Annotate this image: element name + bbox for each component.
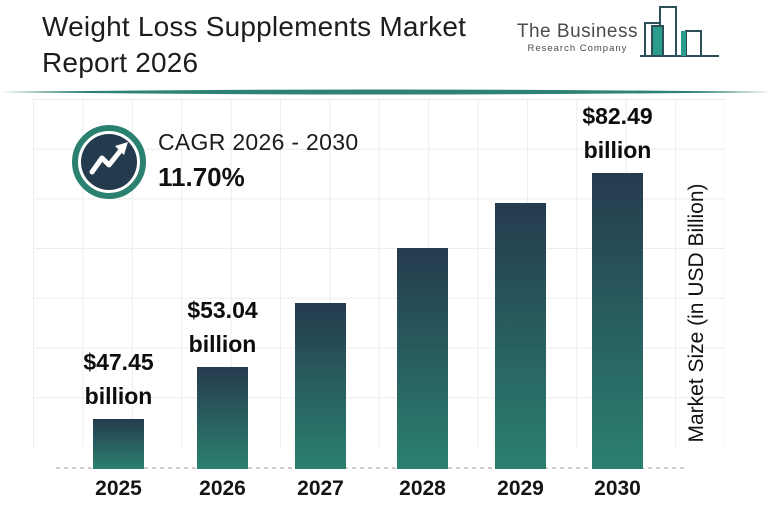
company-logo-text: The Business Research Company [517,21,638,54]
logo-text-secondary: Research Company [527,43,628,54]
value-label-amount: $53.04 [187,297,258,324]
x-tick-2025: 2025 [95,477,142,500]
bar-2028 [397,248,448,469]
bar-2025 [93,419,144,469]
x-axis-baseline [56,467,686,469]
page-title-line1: Weight Loss Supplements Market [42,11,467,42]
value-label-unit: billion [583,136,652,163]
x-tick-2028: 2028 [399,477,446,500]
value-label-unit: billion [188,330,257,357]
value-label-2025: $47.45 billion [44,346,194,413]
bar-2026 [197,367,248,469]
bar-2030 [592,173,643,469]
value-label-2026: $53.04 billion [148,294,298,361]
cagr-value: 11.70% [158,162,245,192]
company-logo: The Business Research Company [517,4,720,62]
x-tick-2026: 2026 [199,477,246,500]
y-axis-label: Market Size (in USD Billion) [685,183,708,443]
x-tick-2029: 2029 [497,477,544,500]
x-tick-2027: 2027 [297,477,344,500]
bar-2027 [295,303,346,469]
bar-chart-logo-icon [640,6,719,57]
logo-text-primary: The Business [516,21,638,42]
trend-up-icon [70,123,148,201]
value-label-amount: $82.49 [582,103,653,130]
value-label-amount: $47.45 [83,349,154,376]
page-title-line2: Report 2026 [42,47,199,79]
x-tick-2030: 2030 [594,477,641,500]
value-label-2030: $82.49 billion [543,100,693,167]
bar-2029 [495,203,546,469]
cagr-block: CAGR 2026 - 2030 11.70% [158,129,358,193]
header-divider [0,89,770,95]
value-label-unit: billion [84,382,153,409]
page-title: Weight Loss Supplements Market Report 20… [42,9,522,82]
cagr-label: CAGR 2026 - 2030 [158,129,359,155]
